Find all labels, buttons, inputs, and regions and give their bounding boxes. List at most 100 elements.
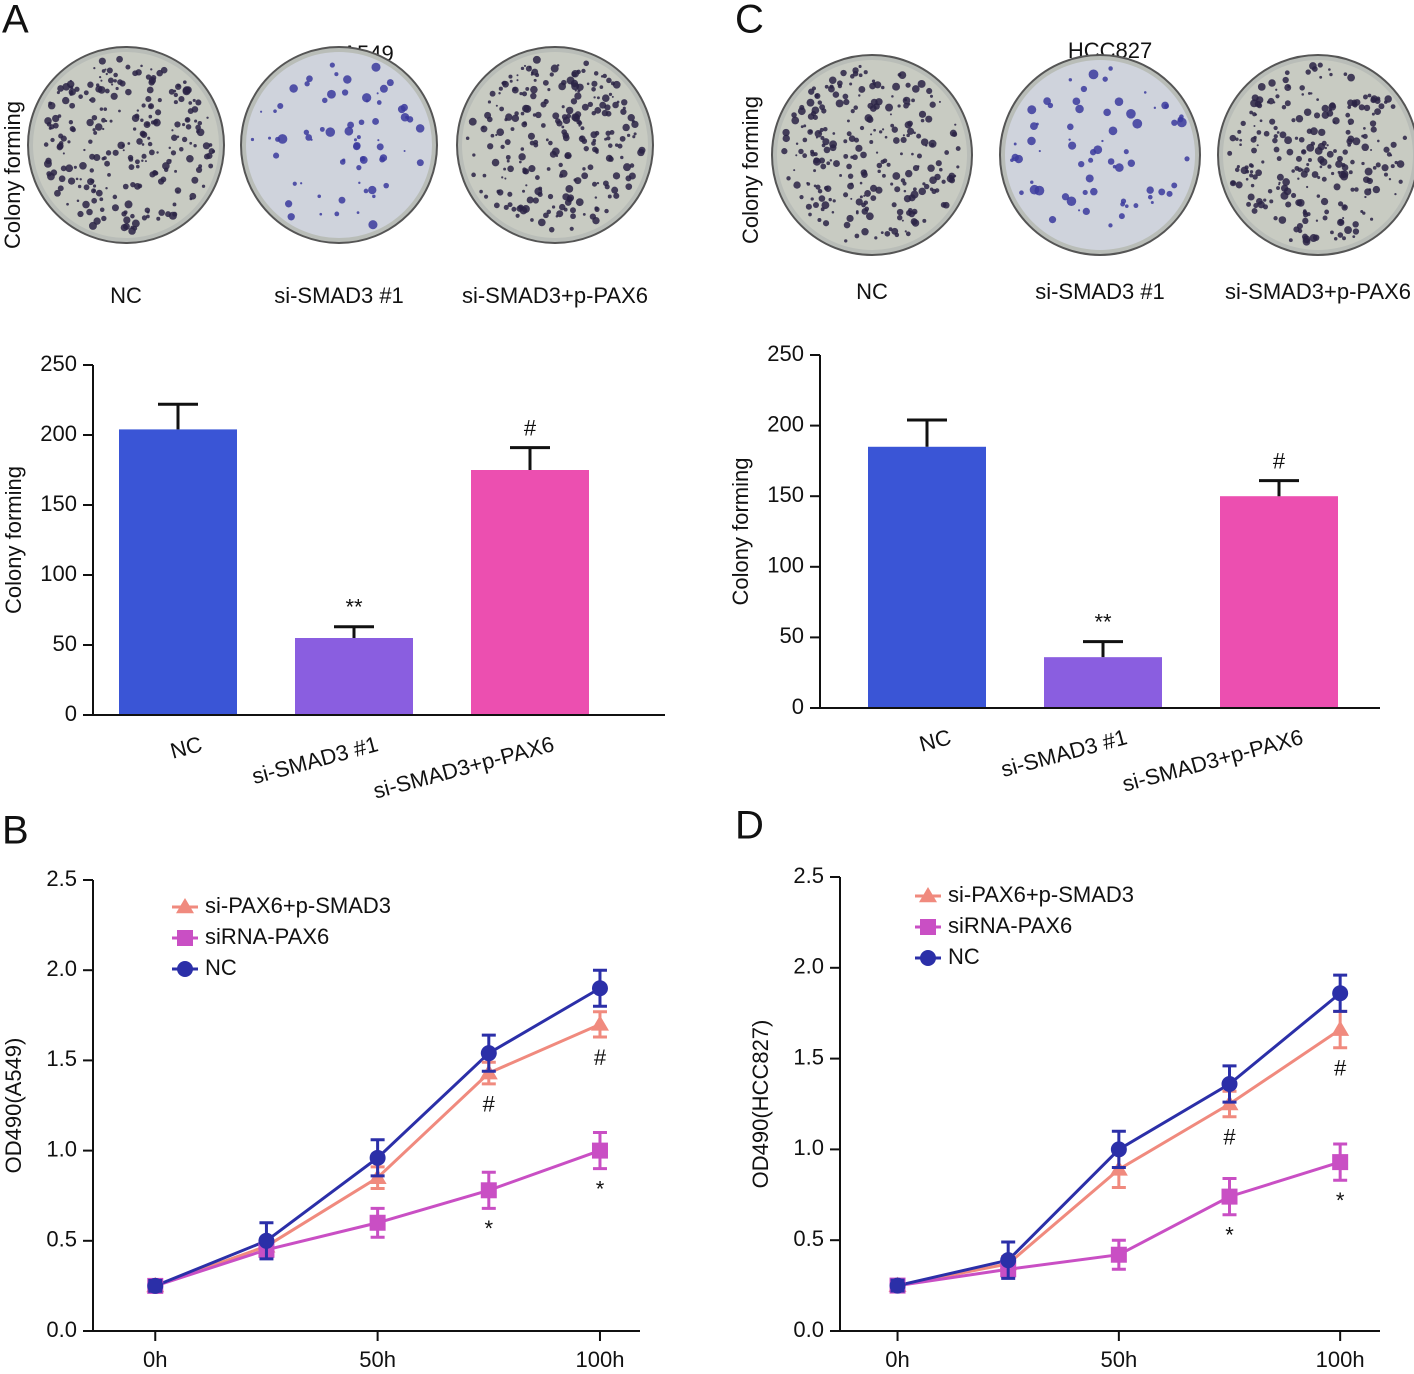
colony [376,143,384,151]
colony [1369,120,1377,127]
y-tick-label: 0.0 [793,1317,824,1342]
significance: ** [1094,609,1112,634]
colony [897,104,901,108]
colony [1290,192,1297,199]
colony-plate [1217,54,1414,256]
colony [609,129,615,135]
colony [147,103,155,110]
colony [173,92,178,98]
colony [782,134,790,143]
colony [823,146,831,154]
colony [891,126,898,133]
colony [1038,149,1041,153]
colony [917,165,920,168]
colony [1118,213,1125,220]
colony [1351,101,1357,107]
colony [565,184,574,193]
colony [897,215,903,221]
colony [468,117,477,126]
colony [1302,217,1309,225]
colony [581,172,589,180]
colony [82,200,90,209]
colony [1115,163,1124,172]
colony [858,86,866,93]
colony [120,223,128,232]
panel-letter: D [735,804,764,848]
image-ylabel: Colony forming [738,96,763,244]
significance: * [485,1216,494,1241]
colony [612,101,619,109]
colony-plate [456,46,654,244]
colony [897,72,902,77]
colony [157,98,162,103]
colony [623,163,632,172]
y-tick-label: 2.0 [793,954,824,979]
colony [1337,218,1345,227]
colony [1345,112,1351,118]
colony [87,81,94,88]
colony [533,142,539,148]
colony [99,107,104,111]
y-tick-label: 2.5 [793,863,824,888]
colony [1337,155,1343,162]
colony [587,101,594,108]
colony [1314,146,1323,155]
colony [549,150,557,158]
image-label: si-SMAD3 #1 [1035,279,1165,304]
colony [1309,62,1317,70]
colony [902,134,906,137]
colony [1239,143,1242,147]
colony [521,205,530,213]
colony [1276,186,1280,191]
colony [303,129,310,135]
colony [525,184,528,187]
colony [896,208,904,216]
colony [496,128,505,137]
colony [1313,112,1321,119]
colony [1320,197,1329,206]
colony [146,214,150,219]
colony [815,136,818,139]
colony [172,202,177,207]
colony [1108,223,1113,228]
colony [1388,177,1392,181]
colony [533,78,537,82]
colony [359,156,366,162]
colony [509,79,513,83]
colony [1298,136,1305,143]
colony [1275,88,1278,91]
colony [319,212,323,216]
colony [523,105,532,113]
colony [1330,230,1334,235]
colony [543,98,549,105]
colony [782,128,790,137]
colony [86,118,94,127]
colony [1367,93,1372,98]
colony [586,82,590,86]
colony [344,126,354,136]
colony [542,79,549,86]
colony [62,152,65,155]
colony [1326,150,1334,158]
colony [530,218,534,222]
marker [369,1214,386,1231]
image-label: si-SMAD3+p-PAX6 [462,283,648,308]
colony [905,82,911,88]
colony [627,114,635,122]
colony [596,181,600,185]
error-bar [1083,640,1123,658]
colony [859,125,865,131]
colony [911,219,920,227]
colony [1177,116,1184,123]
colony [1284,136,1293,145]
colony [1374,108,1382,116]
y-tick-label: 200 [40,421,77,446]
colony [353,142,361,151]
colony [289,84,298,93]
colony [1343,72,1348,76]
colony [1297,177,1300,180]
colony [140,131,148,138]
colony [78,94,83,99]
colony [50,169,58,176]
colony [793,181,801,189]
